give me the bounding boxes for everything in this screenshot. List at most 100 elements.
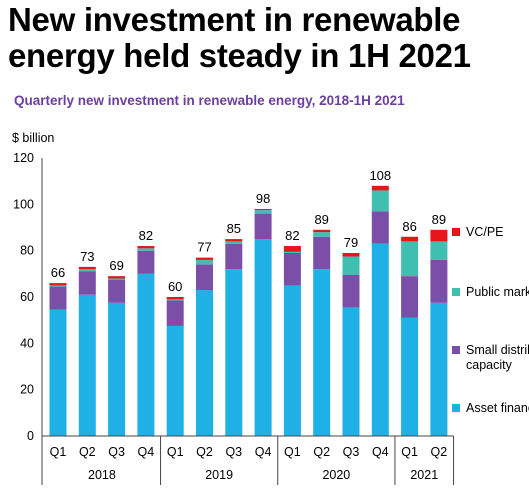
bar-segment-vc-pe bbox=[401, 236, 419, 242]
bar-segment-asset-finance bbox=[166, 325, 184, 436]
bar-segment-asset-finance bbox=[342, 307, 360, 436]
bar-total-label: 85 bbox=[227, 221, 241, 236]
x-tick-label: Q2 bbox=[313, 445, 330, 459]
x-tick-label: Q2 bbox=[196, 445, 213, 459]
bar-segment-public-markets bbox=[196, 259, 213, 265]
bar-total-label: 60 bbox=[168, 279, 182, 294]
bar-segment-public-markets bbox=[108, 278, 126, 280]
bar-segment-small-distributed-capacity bbox=[196, 264, 213, 291]
bar-segment-vc-pe bbox=[225, 239, 243, 242]
bar-segment-asset-finance bbox=[108, 302, 126, 436]
bar-segment-public-markets bbox=[283, 251, 301, 253]
bar-segment-small-distributed-capacity bbox=[371, 211, 389, 244]
bar-total-label: 89 bbox=[314, 212, 328, 227]
bar-segment-public-markets bbox=[430, 241, 448, 260]
bar-segment-small-distributed-capacity bbox=[283, 252, 301, 286]
bar-segment-asset-finance bbox=[78, 294, 96, 436]
x-group-label: 2019 bbox=[205, 468, 233, 482]
bar-segment-public-markets bbox=[401, 241, 419, 277]
bar-total-label: 108 bbox=[369, 168, 391, 183]
x-group-label: 2018 bbox=[88, 468, 116, 482]
bar-segment-vc-pe bbox=[166, 297, 184, 300]
legend-label: VC/PE bbox=[466, 225, 504, 239]
bar-total-label: 66 bbox=[51, 265, 65, 280]
x-tick-label: Q3 bbox=[225, 445, 242, 459]
bar-segment-asset-finance bbox=[430, 302, 448, 436]
bar-segment-asset-finance bbox=[371, 243, 389, 436]
legend-label: Asset finance bbox=[466, 401, 529, 415]
bar-segment-small-distributed-capacity bbox=[430, 259, 448, 303]
bar-segment-small-distributed-capacity bbox=[313, 236, 331, 270]
bar-segment-asset-finance bbox=[254, 239, 272, 436]
bar-segment-asset-finance bbox=[283, 285, 301, 436]
bar-segment-public-markets bbox=[78, 269, 96, 272]
bar-total-label: 73 bbox=[80, 249, 94, 264]
y-tick-label: 100 bbox=[13, 197, 34, 211]
y-tick-label: 80 bbox=[20, 244, 34, 258]
y-tick-label: 40 bbox=[20, 336, 34, 350]
x-tick-label: Q2 bbox=[431, 445, 448, 459]
x-tick-label: Q4 bbox=[372, 445, 389, 459]
bar-segment-small-distributed-capacity bbox=[49, 286, 67, 310]
bar-segment-asset-finance bbox=[401, 317, 419, 436]
x-tick-label: Q1 bbox=[401, 445, 418, 459]
x-group-label: 2020 bbox=[322, 468, 350, 482]
bar-segment-public-markets bbox=[166, 299, 184, 301]
y-tick-label: 20 bbox=[20, 383, 34, 397]
bar-total-label: 82 bbox=[139, 228, 153, 243]
x-tick-label: Q4 bbox=[138, 445, 155, 459]
x-group-label: 2021 bbox=[410, 468, 438, 482]
x-tick-label: Q1 bbox=[50, 445, 67, 459]
bar-segment-public-markets bbox=[225, 241, 243, 244]
legend-label: Public markets bbox=[466, 285, 529, 299]
bar-segment-vc-pe bbox=[371, 185, 389, 191]
x-tick-label: Q1 bbox=[284, 445, 301, 459]
bar-total-label: 77 bbox=[197, 240, 211, 255]
bar-total-label: 86 bbox=[402, 219, 416, 234]
y-axis-label: $ billion bbox=[12, 131, 55, 145]
y-tick-label: 60 bbox=[20, 290, 34, 304]
bar-segment-public-markets bbox=[49, 285, 67, 287]
bar-segment-asset-finance bbox=[137, 273, 155, 436]
bar-segment-vc-pe bbox=[254, 208, 272, 211]
y-tick-label: 120 bbox=[13, 151, 34, 165]
headline: New investment in renewable energy held … bbox=[8, 1, 471, 74]
bar-segment-small-distributed-capacity bbox=[401, 276, 419, 318]
bar-segment-small-distributed-capacity bbox=[137, 250, 155, 274]
bar-segment-vc-pe bbox=[196, 257, 213, 260]
bar-segment-vc-pe bbox=[137, 246, 155, 249]
bar-segment-public-markets bbox=[137, 248, 155, 251]
x-tick-label: Q4 bbox=[255, 445, 272, 459]
chart-title: Quarterly new investment in renewable en… bbox=[14, 93, 405, 108]
bar-segment-small-distributed-capacity bbox=[108, 279, 126, 303]
bar-segment-asset-finance bbox=[196, 290, 213, 436]
legend-swatch bbox=[452, 228, 460, 236]
bar-total-label: 98 bbox=[256, 191, 270, 206]
bar-segment-asset-finance bbox=[225, 269, 243, 436]
x-tick-label: Q2 bbox=[79, 445, 96, 459]
bar-total-label: 82 bbox=[285, 228, 299, 243]
bar-segment-vc-pe bbox=[283, 246, 301, 252]
bar-segment-vc-pe bbox=[108, 276, 126, 279]
bar-segment-public-markets bbox=[342, 256, 360, 275]
x-tick-label: Q3 bbox=[108, 445, 125, 459]
bar-segment-asset-finance bbox=[313, 269, 331, 436]
bar-segment-small-distributed-capacity bbox=[254, 213, 272, 240]
bar-segment-vc-pe bbox=[78, 266, 96, 270]
bar-segment-public-markets bbox=[254, 210, 272, 214]
x-tick-label: Q3 bbox=[343, 445, 360, 459]
x-tick-label: Q1 bbox=[167, 445, 184, 459]
bar-segment-vc-pe bbox=[430, 229, 448, 242]
legend-swatch bbox=[452, 404, 460, 412]
y-tick-label: 0 bbox=[27, 429, 34, 443]
legend-swatch bbox=[452, 288, 460, 296]
bar-segment-vc-pe bbox=[49, 283, 67, 286]
bar-total-label: 69 bbox=[109, 258, 123, 273]
bar-total-label: 79 bbox=[344, 235, 358, 250]
bar-segment-vc-pe bbox=[342, 252, 360, 257]
bar-segment-small-distributed-capacity bbox=[166, 300, 184, 326]
bar-segment-small-distributed-capacity bbox=[342, 274, 360, 308]
legend-label: Small distributedcapacity bbox=[466, 343, 529, 372]
legend-swatch bbox=[452, 346, 460, 354]
